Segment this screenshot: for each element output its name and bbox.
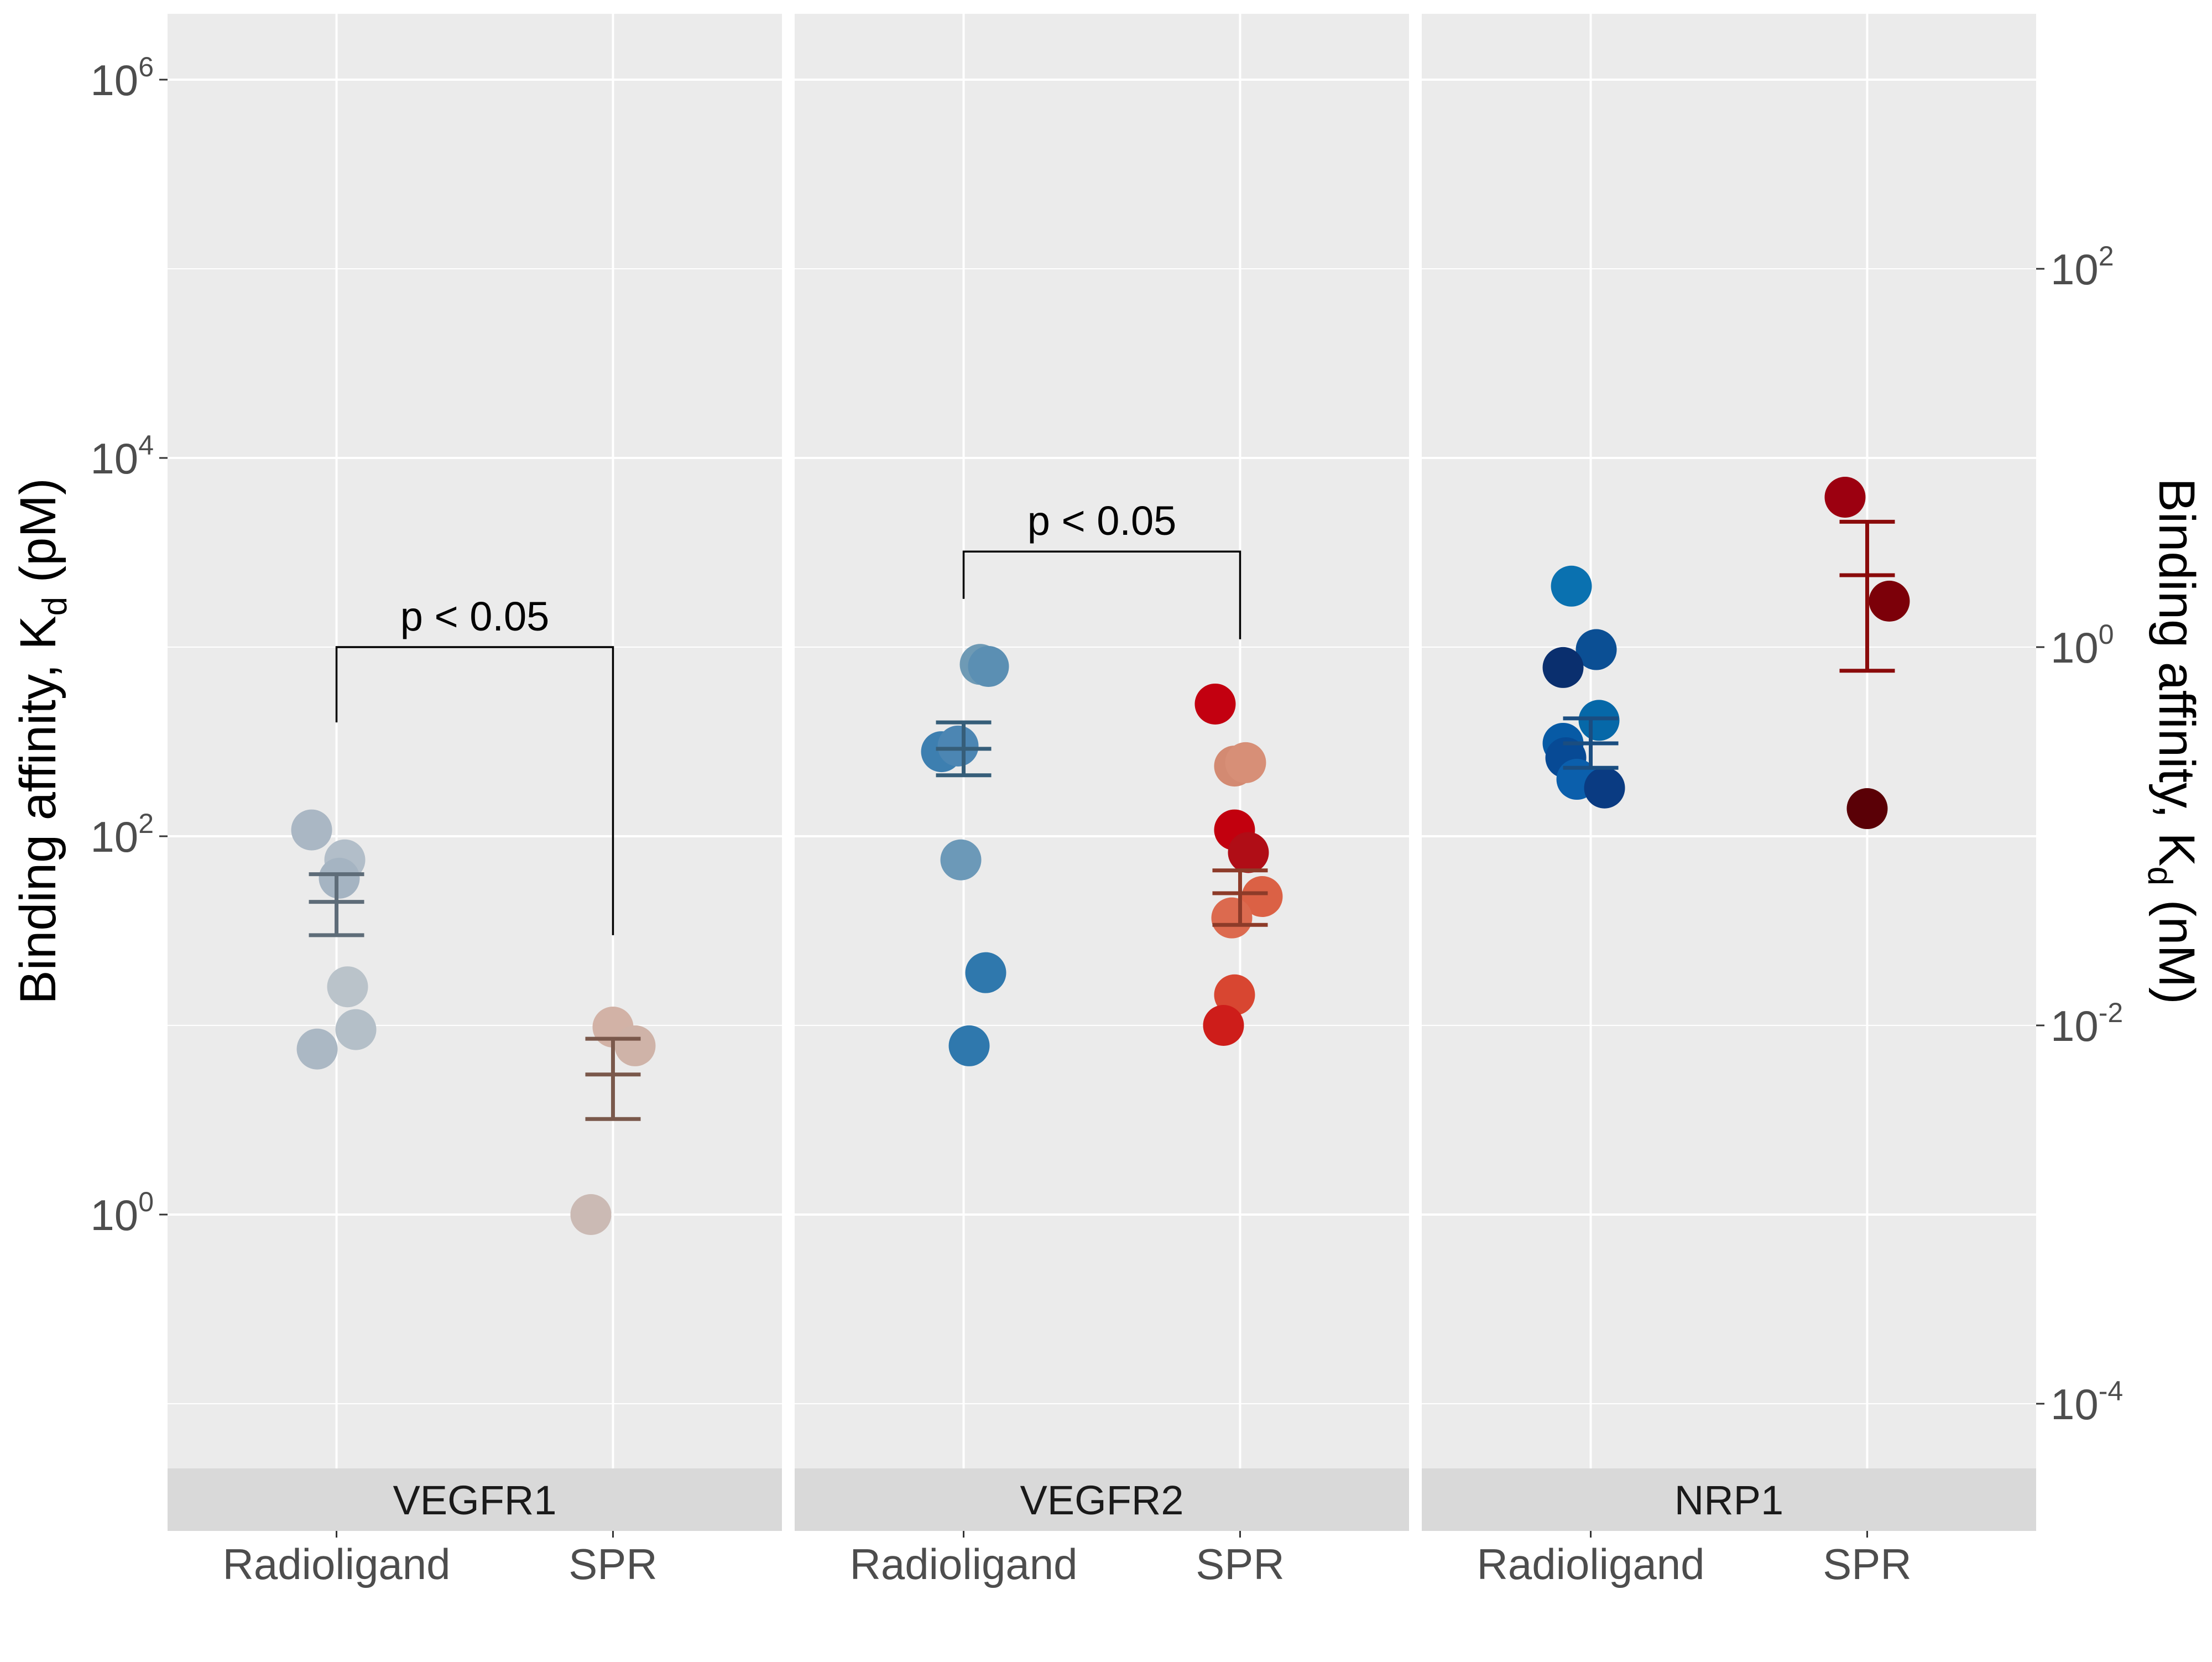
x-tick-label: SPR	[1196, 1540, 1284, 1588]
data-point	[1241, 876, 1283, 918]
facet-label-nrp1: NRP1	[1674, 1477, 1783, 1523]
facet-label-vegfr1: VEGFR1	[393, 1477, 556, 1523]
data-point	[1824, 477, 1866, 518]
y-left-tick-label: 104	[90, 430, 154, 483]
facet-strip-vegfr1	[168, 1468, 782, 1531]
data-point	[1575, 629, 1617, 670]
x-tick-label: SPR	[1823, 1540, 1911, 1588]
significance-bracket	[962, 550, 1241, 639]
data-point	[1551, 565, 1592, 607]
data-point	[296, 1028, 338, 1070]
y-left-tick-label: 102	[90, 808, 154, 861]
data-point	[1542, 647, 1584, 688]
y-right-tick-label: 10-4	[2051, 1376, 2123, 1429]
data-point	[965, 952, 1006, 993]
data-point	[940, 839, 982, 881]
y-right-tick-label: 102	[2051, 241, 2114, 294]
data-point	[1869, 580, 1910, 622]
y-right-tick-label: 100	[2051, 619, 2114, 672]
significance-bracket	[335, 646, 614, 935]
significance-label: p < 0.05	[400, 593, 550, 639]
y-axis-title-right: Binding affinity, Kd (nM)	[2141, 478, 2205, 1004]
data-point	[948, 1025, 990, 1066]
data-point	[1846, 788, 1888, 830]
panel-background-vegfr1	[168, 14, 782, 1468]
facet-label-vegfr2: VEGFR2	[1020, 1477, 1183, 1523]
y-right-tick-label: 10-2	[2051, 997, 2123, 1050]
data-point	[937, 725, 979, 767]
facet-strip-nrp1	[1422, 1468, 2036, 1531]
data-point	[1228, 832, 1269, 873]
data-point	[570, 1194, 612, 1235]
data-point	[319, 857, 360, 899]
facet-strip-vegfr2	[795, 1468, 1409, 1531]
x-tick-label: Radioligand	[223, 1540, 451, 1588]
x-tick-label: SPR	[568, 1540, 657, 1588]
data-point	[968, 646, 1009, 687]
panel-background-vegfr2	[795, 14, 1409, 1468]
data-point	[1211, 897, 1253, 939]
data-point	[1584, 767, 1625, 809]
data-point	[335, 1009, 377, 1050]
data-point	[327, 966, 368, 1008]
y-left-tick-label: 100	[90, 1186, 154, 1239]
y-left-tick-label: 106	[90, 51, 154, 105]
significance-label: p < 0.05	[1027, 498, 1177, 544]
x-tick-label: Radioligand	[1477, 1540, 1705, 1588]
data-point	[291, 809, 332, 851]
data-point	[614, 1025, 656, 1066]
y-axis-title-left: Binding affinity, Kd (pM)	[10, 478, 74, 1004]
data-point	[1225, 742, 1266, 783]
data-point	[1578, 700, 1620, 741]
x-tick-label: Radioligand	[850, 1540, 1078, 1588]
data-point	[1194, 683, 1236, 725]
panel-background-nrp1	[1422, 14, 2036, 1468]
data-point	[1203, 1005, 1244, 1046]
